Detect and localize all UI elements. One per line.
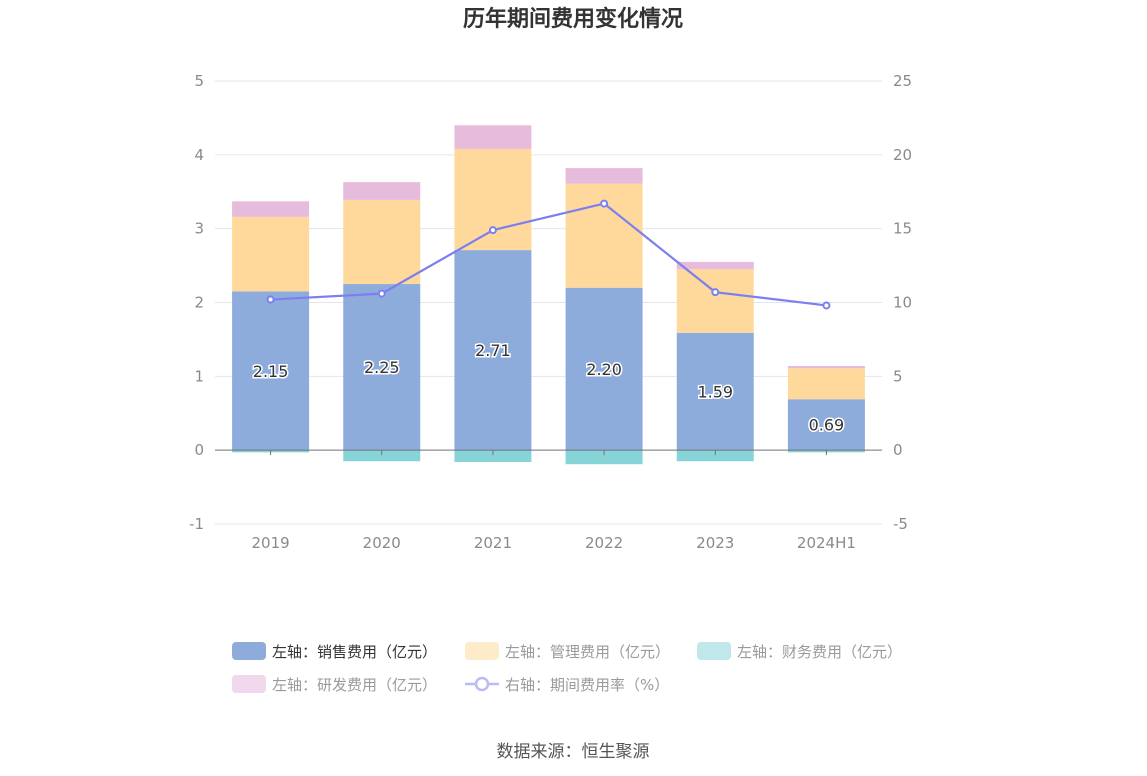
bar-value-label: 2.71 [475,341,511,360]
legend-item[interactable]: 左轴：财务费用（亿元） [697,642,902,661]
left-axis-ticks: -1 0 1 2 3 4 5 [189,72,204,533]
legend-item[interactable]: 左轴：销售费用（亿元） [232,642,437,661]
legend-item[interactable]: 左轴：研发费用（亿元） [232,675,437,694]
legend-label: 左轴：销售费用（亿元） [272,643,437,661]
zero-axis [215,449,882,456]
legend-swatch [232,675,266,693]
bar-value-label: 0.69 [809,416,845,435]
bar-value-label: 2.15 [253,362,289,381]
bar-segment-finance [454,450,532,462]
bar-segment [787,368,865,400]
right-tick-label: 20 [893,146,912,164]
rate-point [266,295,275,304]
right-tick-label: 0 [893,441,903,459]
bar-segment [454,250,532,451]
legend-label: 左轴：财务费用（亿元） [737,643,902,661]
legend-circle-swatch [474,676,490,692]
bar-segment [676,332,754,451]
bar-segment [565,168,643,184]
rate-point [822,301,831,310]
x-tick-label: 2019 [251,534,289,552]
x-tick-label: 2021 [474,534,512,552]
x-tick-label: 2024H1 [797,534,856,552]
bar-value-label: 2.25 [364,358,400,377]
left-tick-label: 4 [194,146,204,164]
bar-segment [787,365,865,369]
bar-segment [232,216,310,292]
x-tick-label: 2020 [363,534,401,552]
bar-labels-group: 2.15 2.25 2.71 2.20 1.59 0.69 [251,340,845,437]
source-note: 数据来源：恒生聚源 [497,742,650,762]
left-tick-label: 2 [194,294,204,312]
rate-line-group [266,199,831,310]
bar-segment [454,125,532,149]
bar-value-label: 2.20 [586,360,622,379]
legend-swatch [465,642,499,660]
right-tick-label: 5 [893,367,903,385]
left-tick-label: 3 [194,220,204,238]
left-tick-label: 5 [194,72,204,90]
rate-point [488,226,497,235]
legend-label: 右轴：期间费用率（%） [505,676,669,694]
bar-segment-finance [565,450,643,465]
legend-item[interactable]: 左轴：管理费用（亿元） [465,642,670,661]
bar-segment-finance [343,450,421,462]
right-tick-label: 15 [893,220,912,238]
legend-swatch [697,642,731,660]
bar-segment [787,399,865,451]
bar-segment [343,199,421,285]
bar-segment [343,182,421,200]
right-tick-label: -5 [893,515,908,533]
legend-label: 左轴：研发费用（亿元） [272,676,437,694]
right-tick-label: 25 [893,72,912,90]
bar-segment [676,261,754,270]
chart-title: 历年期间费用变化情况 [463,6,683,32]
right-axis-ticks: -5 0 5 10 15 20 25 [893,72,912,533]
bar-segment [232,201,310,217]
bar-value-label: 1.59 [697,382,733,401]
rate-point [377,289,386,298]
bar-segment [676,269,754,333]
legend-swatch [232,642,266,660]
rate-point [711,288,720,297]
right-tick-label: 10 [893,294,912,312]
legend-label: 左轴：管理费用（亿元） [505,643,670,661]
bars-group [232,125,865,465]
bar-segment [565,287,643,451]
bar-segment [565,183,643,288]
bar-segment [454,148,532,251]
bar-segment [232,291,310,451]
legend[interactable]: 左轴：销售费用（亿元） 左轴：管理费用（亿元） 左轴：财务费用（亿元） 左轴：研发费用… [232,642,902,694]
bar-segment-finance [676,450,754,462]
left-tick-label: 0 [194,441,204,459]
x-axis-ticks: 2019 2020 2021 2022 2023 2024H1 [251,534,855,552]
rate-point [600,199,609,208]
grid-lines [215,80,882,525]
legend-item[interactable]: 右轴：期间费用率（%） [465,676,669,694]
left-tick-label: -1 [189,515,204,533]
left-tick-label: 1 [194,367,204,385]
x-tick-label: 2022 [585,534,623,552]
rate-line [270,202,827,307]
x-tick-label: 2023 [696,534,734,552]
bar-segment [343,284,421,451]
